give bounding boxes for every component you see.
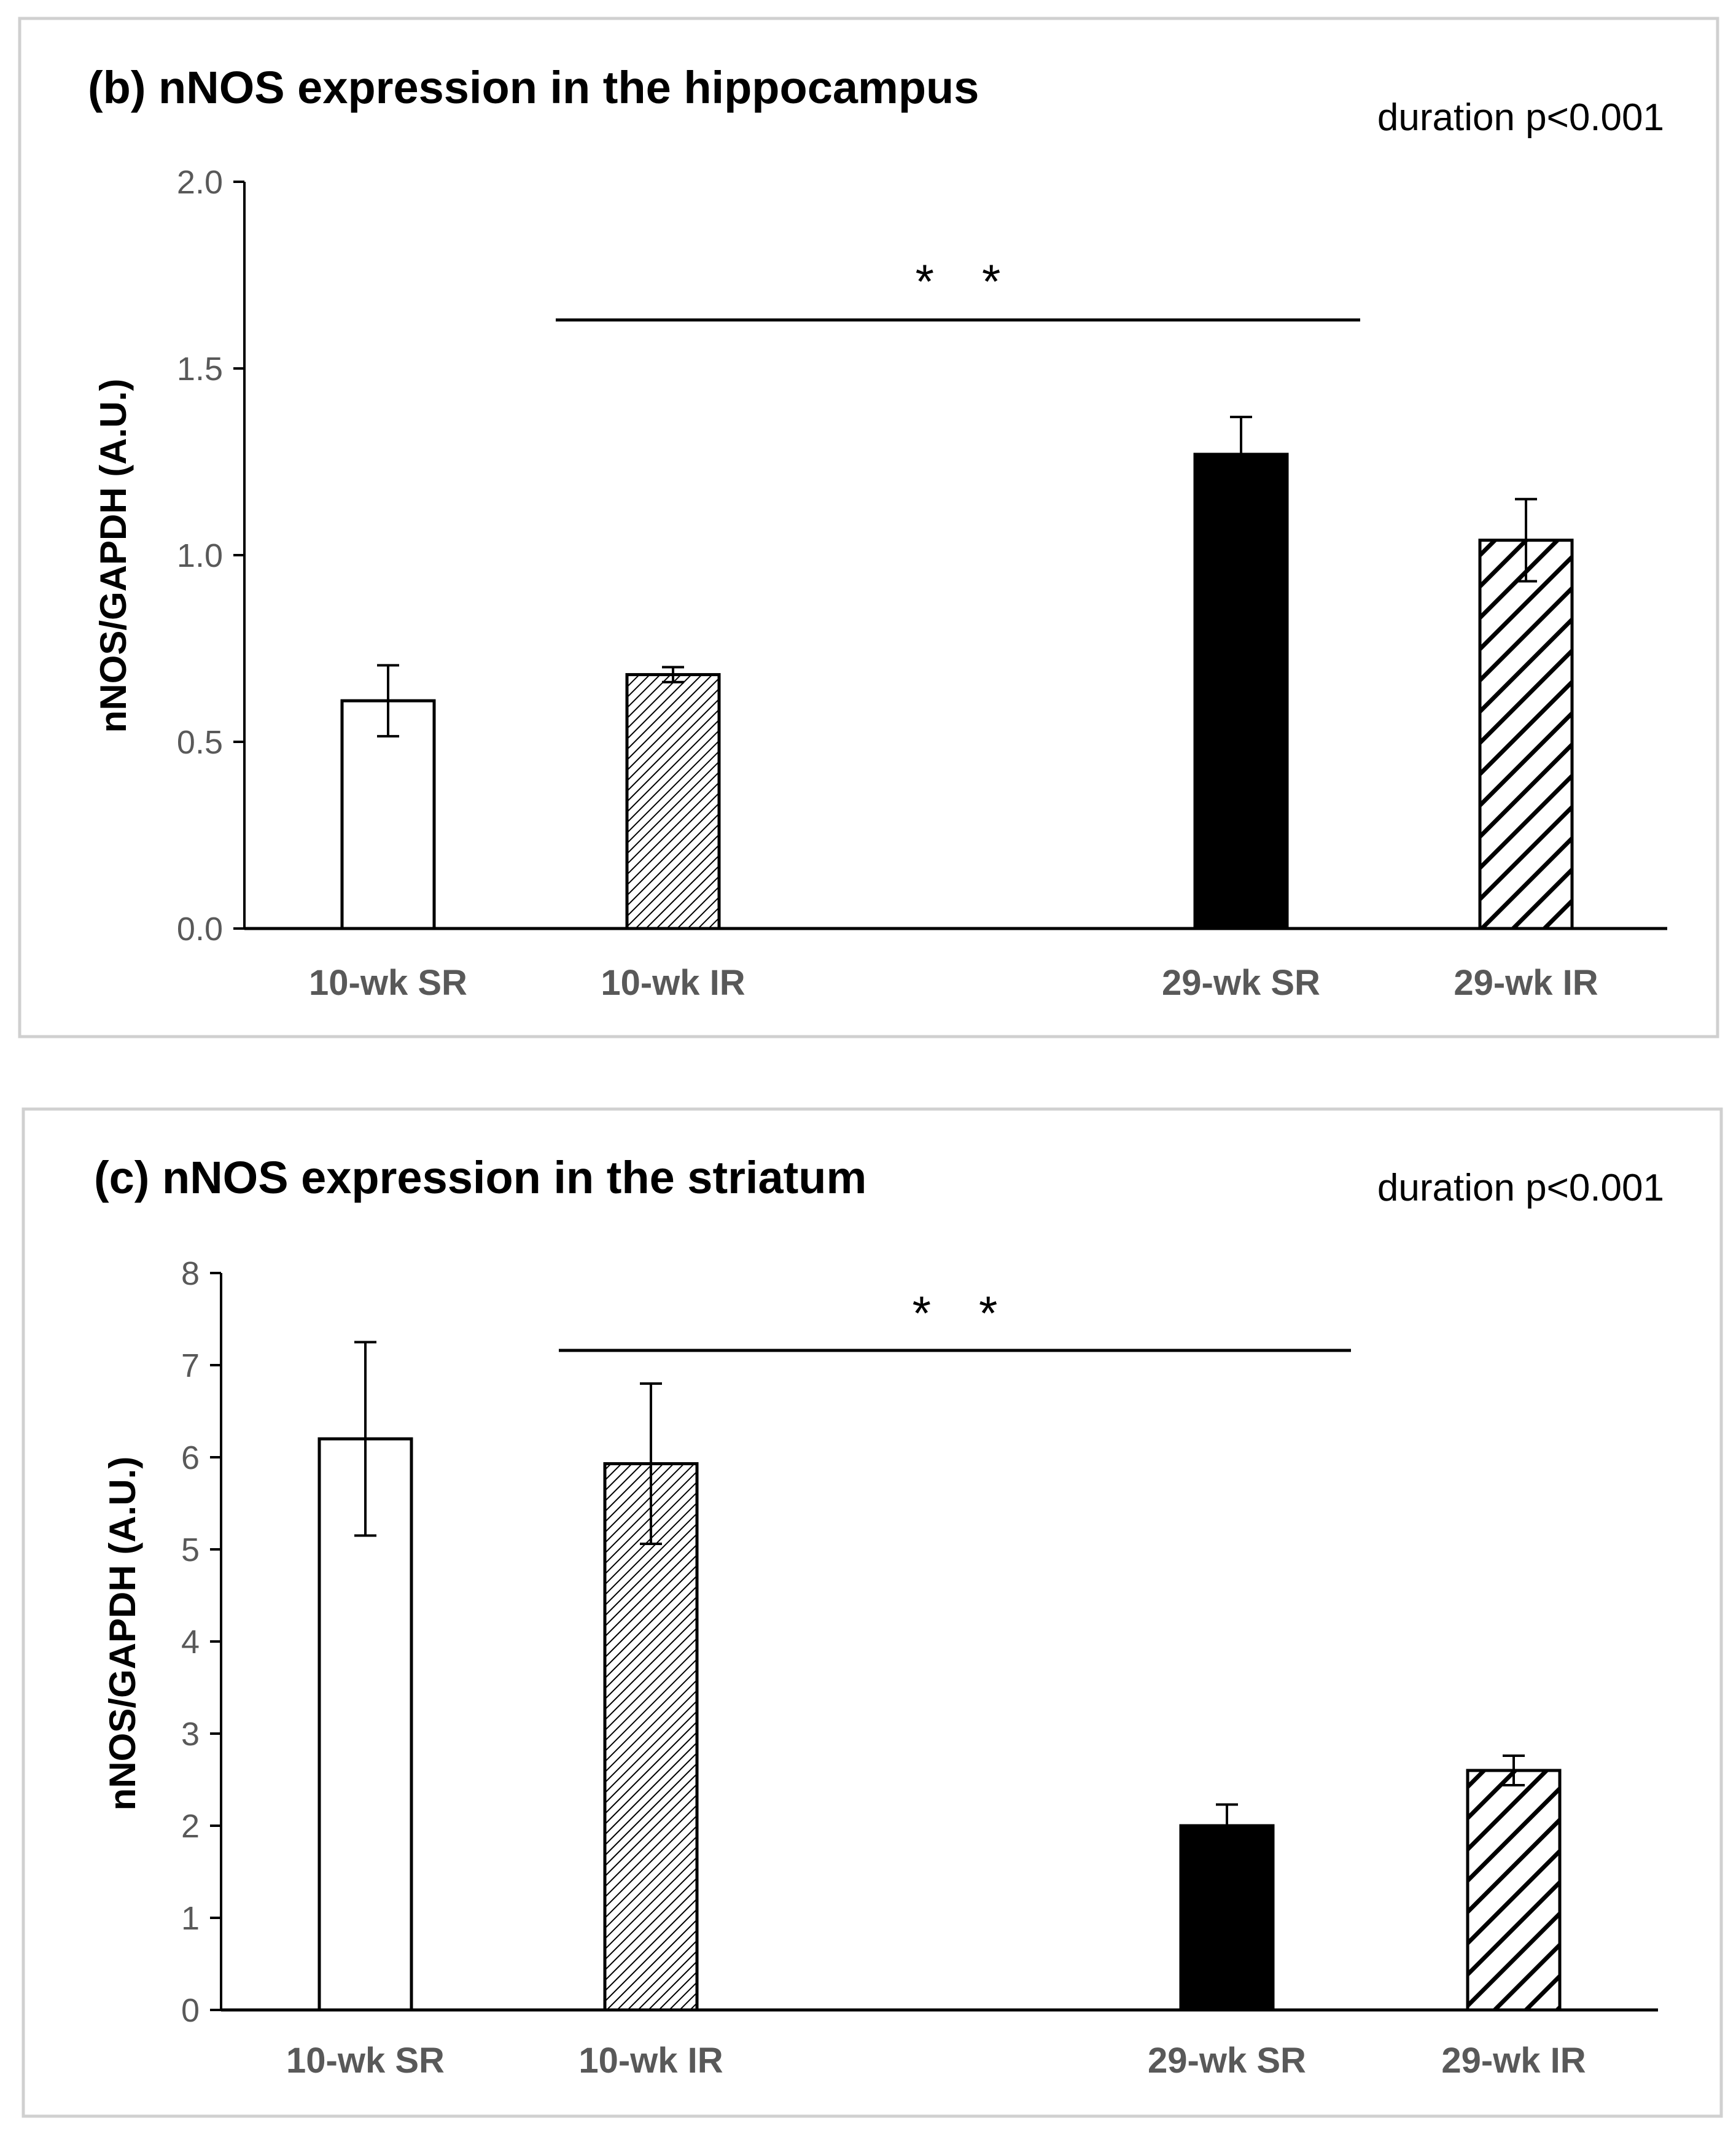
panel-b-y-axis-label: nNOS/GAPDH (A.U.) [93,379,134,733]
panel-c-category-label: 10-wk IR [578,2041,723,2081]
panel-b-title: (b) nNOS expression in the hippocampus [88,62,979,113]
panel-c-bar-29-wk-sr [1179,1824,1275,2012]
panel-b-category-label: 29-wk SR [1162,963,1320,1003]
panel-c-y-tick-label: 8 [181,1255,200,1292]
panel-c-error-bar [1503,1754,1525,1786]
panel-b-error-bar [662,666,684,683]
panel-b-error-bar [377,664,399,738]
panel-b-frame [18,17,1719,1038]
panel-c-error-bar [354,1341,376,1537]
panel-c-y-tick-label: 4 [181,1624,200,1661]
panel-b-y-tick-label: 0.0 [177,911,223,948]
panel-c-plot: 0 1 2 3 4 5 6 7 8 10-wk SR 10-wk IR 29-wk SR 29-wk I… [181,1255,1658,2081]
panel-c-y-axis-label: nNOS/GAPDH (A.U.) [102,1457,143,1811]
panel-c-category-label: 29-wk IR [1441,2041,1586,2081]
panel-c-error-bar [1216,1803,1238,1848]
panel-c-error-bar [640,1382,662,1545]
panel-c-title: (c) nNOS expression in the striatum [94,1152,866,1203]
panel-c-y-tick-label: 7 [181,1347,200,1384]
panel-c-y-tick-label: 5 [181,1532,200,1568]
panel-b-plot: 0.0 0.5 1.0 1.5 2.0 10-wk SR 10-wk IR 29-wk SR 2… [177,164,1667,1003]
panel-b-category-label: 10-wk IR [601,963,745,1003]
panel-c-y-tick-label: 2 [181,1808,200,1845]
panel-b-y-tick-label: 2.0 [177,164,223,201]
panel-c-duration-note: duration p<0.001 [1377,1167,1664,1209]
panel-b-duration-note: duration p<0.001 [1377,96,1664,139]
panel-c-significance-label: * * [913,1286,998,1340]
panel-c-frame [21,1107,1723,2118]
panel-c-y-tick-label: 6 [181,1439,200,1476]
panel-b-bar-29-wk-sr [1193,453,1289,930]
panel-c-bar-29-wk-ir [1466,1769,1562,2012]
panel-b-bar-10-wk-ir [625,673,721,930]
panel-c-y-tick-label: 3 [181,1716,200,1753]
panel-b-error-bar [1230,416,1252,493]
panel-b-bar-29-wk-ir [1478,539,1574,930]
panel-c-category-label: 29-wk SR [1148,2041,1306,2081]
panel-b-y-tick-label: 1.5 [177,351,223,387]
panel-b-error-bar [1515,497,1537,583]
panel-c-y-tick-label: 1 [181,1900,200,1937]
panel-c-bar-10-wk-ir [603,1462,699,2012]
panel-c-y-tick-label: 0 [181,1992,200,2029]
panel-b-significance-label: * * [916,254,1001,308]
panel-b-y-tick-label: 0.5 [177,724,223,761]
panel-b-category-label: 10-wk SR [309,963,467,1003]
panel-b-category-label: 29-wk IR [1454,963,1598,1003]
panel-b-y-tick-label: 1.0 [177,537,223,574]
panel-c-category-label: 10-wk SR [286,2041,445,2081]
